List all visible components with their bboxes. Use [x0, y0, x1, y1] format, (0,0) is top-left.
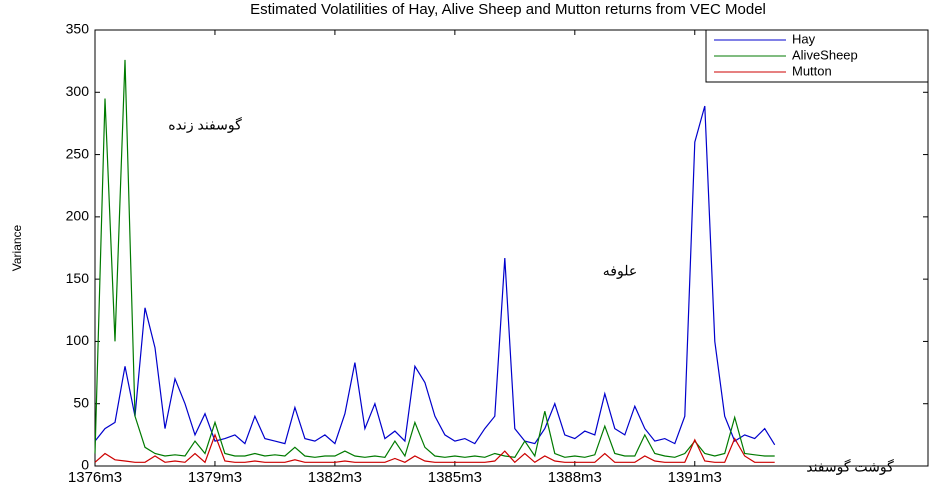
y-tick-label: 250 [66, 145, 90, 161]
legend-label: Hay [792, 31, 816, 46]
annotation: علوفه [603, 263, 637, 280]
x-tick-label: 1385m3 [428, 469, 482, 486]
x-tick-label: 1382m3 [308, 469, 362, 486]
series-line [94, 433, 775, 464]
series-line [94, 59, 775, 458]
annotation: گوشت گوسفند [806, 459, 894, 476]
plot-frame [94, 29, 929, 467]
chart-title: Estimated Volatilities of Hay, Alive She… [250, 1, 766, 18]
legend-label: Mutton [792, 63, 832, 78]
y-tick-label: 0 [81, 457, 89, 473]
y-tick-label: 350 [66, 21, 90, 37]
series-line [94, 105, 776, 446]
y-tick-label: 150 [66, 270, 90, 286]
x-tick-label: 1391m3 [668, 469, 722, 486]
y-axis-label: Variance [10, 224, 24, 271]
x-tick-label: 1376m3 [68, 469, 122, 486]
x-tick-label: 1379m3 [188, 469, 242, 486]
y-tick-label: 50 [73, 394, 89, 410]
annotation: گوسفند زنده [168, 117, 242, 134]
y-tick-label: 300 [66, 83, 90, 99]
legend-label: AliveSheep [792, 47, 858, 62]
y-tick-label: 200 [66, 208, 90, 224]
y-tick-label: 100 [66, 332, 90, 348]
x-tick-label: 1388m3 [548, 469, 602, 486]
